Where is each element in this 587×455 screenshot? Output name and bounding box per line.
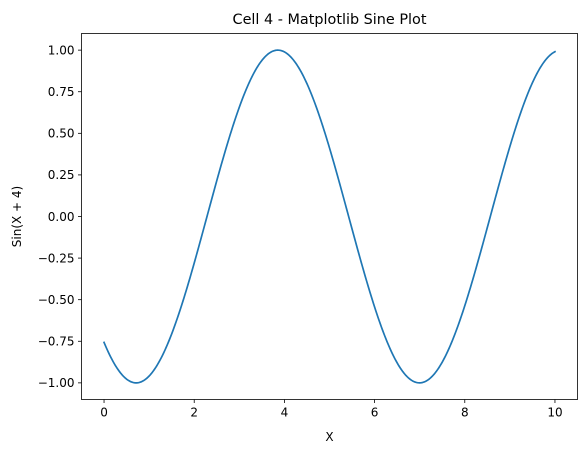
y-tick-label: 0.75 (48, 85, 75, 99)
y-tick-label: −0.50 (38, 293, 75, 307)
y-tick-label: −1.00 (38, 376, 75, 390)
y-tick-label: 0.00 (48, 210, 75, 224)
x-tick-label: 10 (547, 406, 562, 420)
y-tick-label: −0.25 (38, 251, 75, 265)
y-axis-ticks: −1.00 −0.75 −0.50 −0.25 0.00 0.25 0.50 0.75 1.00 (38, 43, 82, 390)
x-tick-label: 0 (100, 406, 108, 420)
series-line-sine (102, 49, 557, 384)
x-tick-label: 6 (371, 406, 379, 420)
x-tick-label: 8 (461, 406, 469, 420)
y-tick-label: 0.25 (48, 168, 75, 182)
chart-title: Cell 4 - Matplotlib Sine Plot (233, 12, 427, 28)
x-tick-label: 2 (190, 406, 198, 420)
y-axis-label: Sin(X + 4) (10, 186, 24, 247)
y-tick-label: 1.00 (48, 43, 75, 57)
x-axis-ticks: 0 2 4 6 8 10 (100, 399, 563, 420)
y-tick-label: 0.50 (48, 127, 75, 141)
plot-frame (81, 33, 578, 400)
x-tick-label: 4 (281, 406, 289, 420)
x-axis-label: X (325, 430, 333, 444)
y-tick-label: −0.75 (38, 335, 75, 349)
plot-area (102, 49, 557, 384)
